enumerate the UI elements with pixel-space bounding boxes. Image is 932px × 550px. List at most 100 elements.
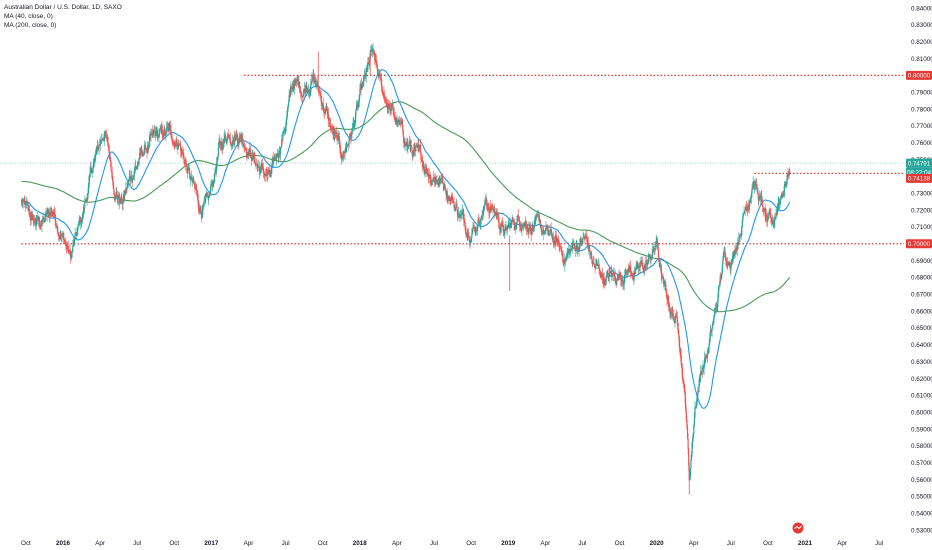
candle-body xyxy=(722,252,725,259)
candle-body xyxy=(659,266,661,268)
candle-body xyxy=(774,217,777,219)
candle-body xyxy=(390,109,392,111)
candle-body xyxy=(118,194,120,198)
candle-body xyxy=(210,184,212,191)
candle-body xyxy=(717,298,719,307)
candle-body xyxy=(238,137,241,142)
candle-body xyxy=(751,187,753,194)
candle-body xyxy=(173,141,176,146)
candle-body xyxy=(578,249,580,253)
candle-body xyxy=(299,91,302,93)
candle-body xyxy=(68,250,70,253)
candle-body xyxy=(773,220,775,224)
candle-body xyxy=(302,94,305,97)
candle-body xyxy=(567,253,569,255)
candle-body xyxy=(724,252,726,256)
time-tick-label: 2018 xyxy=(353,540,368,547)
candle-body xyxy=(132,177,134,181)
candle-body xyxy=(344,150,346,154)
candle-body xyxy=(714,309,716,315)
candle-body xyxy=(81,219,83,223)
candle-body xyxy=(196,189,198,191)
candle-body xyxy=(213,182,215,183)
candle-body xyxy=(336,132,338,141)
candle-body xyxy=(459,217,461,218)
candle-body xyxy=(158,133,160,138)
current-price-badge-bg xyxy=(906,158,932,168)
candle-body xyxy=(337,135,339,139)
candle-body xyxy=(780,196,782,200)
candle-body xyxy=(63,239,65,241)
candle-body xyxy=(222,144,224,150)
price-axis[interactable]: 0.84000 0.83000 0.82000 0.81000 0.80000 0.790… xyxy=(904,0,932,550)
candle-body xyxy=(87,187,89,194)
candle-body xyxy=(430,178,432,182)
candle-body xyxy=(536,215,539,216)
candle-body xyxy=(497,213,499,219)
candle-body xyxy=(545,227,547,231)
candle-body xyxy=(366,68,368,71)
candle-body xyxy=(629,266,632,272)
candle-body xyxy=(60,235,62,237)
candle-body xyxy=(633,271,636,277)
candle-body xyxy=(170,134,173,140)
candle-body xyxy=(240,135,242,139)
candle-body xyxy=(761,199,763,206)
candle-body xyxy=(621,277,623,281)
candle-body xyxy=(403,136,405,143)
candle-body xyxy=(464,226,467,232)
price-tick-label: 0.69000 xyxy=(911,258,932,265)
candle-body xyxy=(480,217,482,225)
candle-body xyxy=(354,115,356,124)
time-tick-label: Jul xyxy=(133,540,141,547)
candle-body xyxy=(440,177,443,179)
candle-body xyxy=(657,248,660,257)
candle-body xyxy=(256,163,258,166)
price-tick-label: 0.53000 xyxy=(911,527,932,534)
candle-body xyxy=(29,211,31,216)
candle-body xyxy=(384,100,387,102)
candle-body xyxy=(331,127,334,129)
candle-body xyxy=(534,219,536,224)
candle-body xyxy=(150,134,153,136)
candle-body xyxy=(757,187,759,194)
candle-body xyxy=(82,213,84,214)
candle-body xyxy=(426,168,428,174)
candle-body xyxy=(744,211,746,213)
candle-body xyxy=(680,354,682,357)
candle-body xyxy=(697,391,699,397)
candle-body xyxy=(267,169,269,174)
candle-body xyxy=(519,225,521,228)
candle-body xyxy=(43,221,45,223)
candle-body xyxy=(315,85,318,87)
candle-body xyxy=(323,108,325,114)
candle-body xyxy=(285,119,287,126)
candle-body xyxy=(642,266,644,271)
candle-body xyxy=(685,412,687,421)
candle-body xyxy=(733,250,735,257)
candle-body xyxy=(460,214,462,216)
candle-body xyxy=(456,204,458,210)
candle-body xyxy=(622,280,624,284)
candle-body xyxy=(190,176,193,180)
candle-body xyxy=(93,161,95,166)
candle-body xyxy=(560,249,562,251)
candle-body xyxy=(357,102,359,105)
candle-body xyxy=(362,84,364,88)
candle-body xyxy=(377,68,379,75)
time-tick-label: Apr xyxy=(837,540,847,547)
candle-body xyxy=(611,273,613,277)
candle-body xyxy=(189,173,191,180)
candle-body xyxy=(721,272,723,278)
candle-body xyxy=(145,149,147,151)
candle-body xyxy=(152,131,154,134)
candle-body xyxy=(650,258,653,260)
candle-body xyxy=(641,261,643,264)
time-tick-label: Oct xyxy=(169,540,179,547)
time-axis[interactable]: Oct 2016 Apr Jul Oct 2017 Apr Jul Oct 2018 Apr Jul O… xyxy=(0,535,932,550)
candle-body xyxy=(242,138,244,144)
candle-body xyxy=(24,202,27,205)
candle-body xyxy=(148,141,150,144)
price-tick-label: 0.66000 xyxy=(911,308,932,315)
